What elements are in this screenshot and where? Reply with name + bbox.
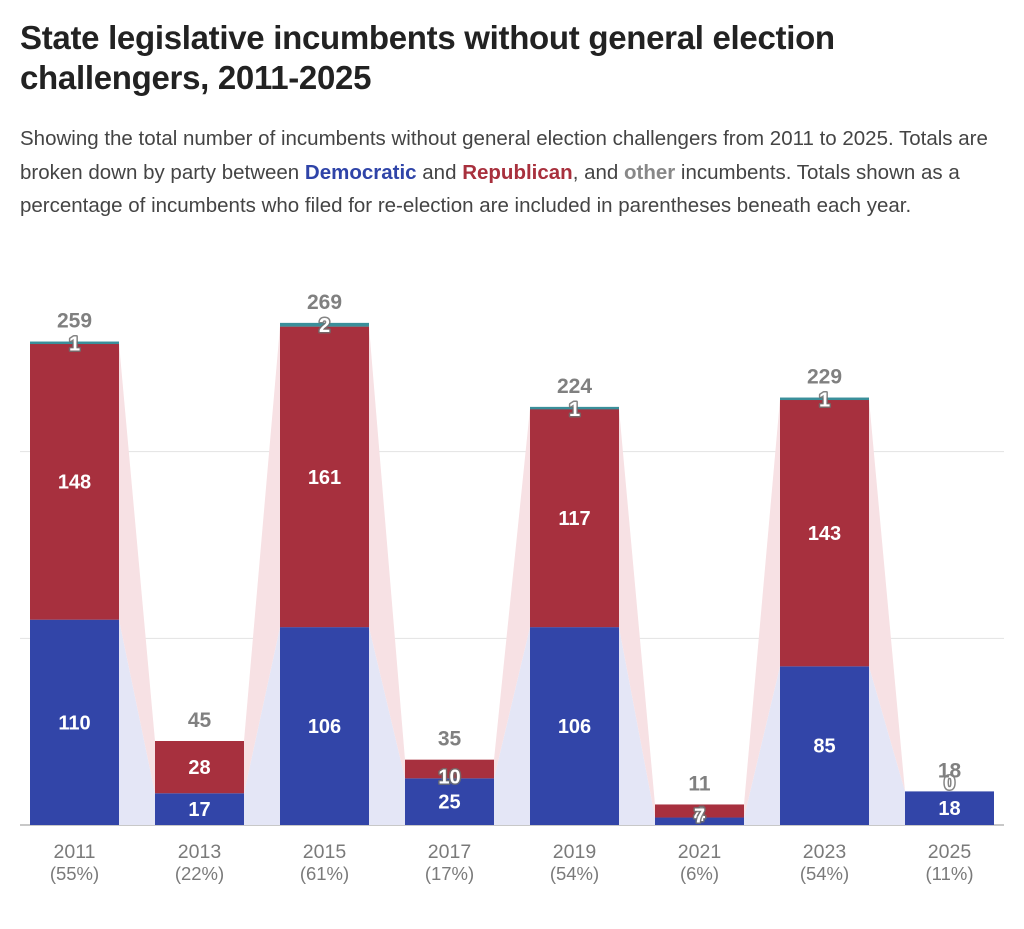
total-label: 229 — [807, 366, 842, 389]
other-bar — [780, 397, 869, 401]
democratic-bar — [30, 619, 119, 825]
democratic-connector-band — [119, 619, 155, 825]
total-label: 35 — [438, 728, 462, 751]
republican-value-label: 161 — [308, 467, 341, 489]
democratic-bar — [155, 793, 244, 825]
democratic-value-label: 17 — [188, 799, 210, 821]
subtitle-democratic-label: Democratic — [304, 160, 417, 184]
democratic-value-label: 85 — [813, 736, 835, 758]
x-tick-label: 2013 — [178, 841, 221, 863]
republican-value-label: 0 — [944, 772, 955, 794]
democratic-bar — [655, 817, 744, 825]
other-value-label: 2 — [319, 315, 330, 337]
democratic-value-label: 106 — [558, 716, 591, 738]
republican-bar — [30, 343, 119, 620]
democratic-connector-band — [744, 666, 780, 825]
republican-value-label: 28 — [188, 757, 210, 779]
x-tick-label: 2025 — [928, 841, 972, 863]
democratic-bar — [780, 666, 869, 825]
republican-bar — [780, 399, 869, 667]
republican-value-label: 143 — [808, 523, 841, 545]
x-tick-label: 2011 — [54, 841, 96, 863]
subtitle-text-4: incumbents. Totals shown as a percentage… — [20, 160, 960, 218]
total-label: 224 — [557, 375, 592, 398]
chart-subtitle: Showing the total number of incumbents w… — [20, 122, 1005, 223]
republican-bar — [530, 408, 619, 628]
x-tick-label: 2021 — [678, 841, 721, 863]
total-label: 259 — [57, 310, 92, 333]
democratic-value-label: 25 — [438, 792, 460, 814]
democratic-connector-band — [869, 666, 905, 825]
other-value-label: 1 — [69, 334, 80, 356]
connector-bands — [119, 326, 905, 825]
bars — [30, 322, 994, 825]
percent-label: (22%) — [175, 863, 224, 884]
subtitle-text-2: and — [416, 160, 463, 184]
x-tick-label: 2015 — [303, 841, 347, 863]
democratic-connector-band — [369, 627, 405, 825]
x-tick-label: 2017 — [428, 841, 471, 863]
percent-label: (17%) — [425, 863, 474, 884]
democratic-bar — [280, 627, 369, 825]
republican-value-label: 10 — [438, 766, 460, 788]
x-tick-label: 2023 — [803, 841, 846, 863]
total-label: 269 — [307, 291, 342, 314]
republican-connector-band — [119, 343, 155, 794]
other-value-label: 1 — [569, 399, 580, 421]
republican-bar — [655, 804, 744, 818]
subtitle-other-label: other — [623, 160, 676, 184]
stacked-bar-chart: 11014812592011(55%)1728452013(22%)106161… — [20, 291, 1004, 884]
republican-connector-band — [869, 399, 905, 792]
democratic-connector-band — [494, 627, 530, 825]
other-bar — [280, 322, 369, 327]
other-bar — [30, 341, 119, 345]
labels: 11014812592011(55%)1728452013(22%)106161… — [50, 291, 974, 884]
subtitle-text-3: , and — [572, 160, 624, 184]
democratic-value-label: 18 — [938, 798, 960, 820]
percent-label: (6%) — [680, 863, 719, 884]
subtitle-text-1: Showing the total number of incumbents w… — [20, 127, 988, 184]
democratic-bar — [905, 791, 994, 825]
other-bar — [530, 406, 619, 410]
subtitle-republican-label: Republican — [462, 160, 573, 184]
other-value-label: 1 — [819, 390, 830, 412]
democratic-value-label: 106 — [308, 716, 341, 738]
republican-bar — [280, 326, 369, 628]
percent-label: (54%) — [550, 863, 599, 884]
democratic-bar — [405, 778, 494, 825]
total-label: 11 — [688, 772, 711, 795]
democratic-connector-band — [619, 627, 655, 825]
percent-label: (55%) — [50, 863, 99, 884]
republican-connector-band — [494, 408, 530, 779]
x-tick-label: 2019 — [553, 841, 596, 863]
percent-label: (11%) — [926, 863, 974, 884]
percent-label: (61%) — [300, 863, 349, 884]
republican-value-label: 148 — [58, 472, 91, 494]
republican-value-label: 7 — [694, 806, 705, 828]
democratic-value-label: 110 — [58, 712, 90, 734]
chart-title: State legislative incumbents without gen… — [20, 19, 835, 96]
republican-bar — [405, 759, 494, 779]
percent-label: (54%) — [800, 863, 849, 884]
republican-connector-band — [369, 326, 405, 779]
democratic-value-label: 4 — [694, 804, 706, 826]
republican-connector-band — [744, 399, 780, 818]
democratic-connector-band — [244, 627, 280, 825]
republican-value-label: 117 — [558, 508, 590, 530]
republican-connector-band — [244, 326, 280, 794]
democratic-bar — [530, 627, 619, 825]
republican-connector-band — [619, 408, 655, 818]
total-label: 18 — [938, 759, 962, 782]
republican-bar — [155, 741, 244, 794]
total-label: 45 — [188, 709, 212, 732]
